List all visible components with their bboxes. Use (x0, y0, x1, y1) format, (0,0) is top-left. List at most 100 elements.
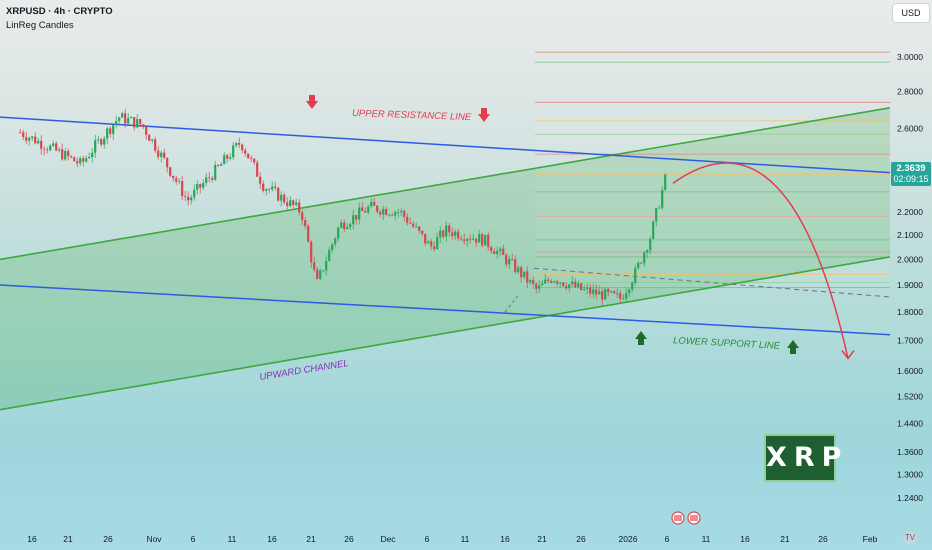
candle (526, 266, 529, 289)
indicator-label[interactable]: LinReg Candles (6, 20, 74, 31)
candle (334, 237, 337, 248)
candle (445, 221, 448, 242)
last-price-value: 2.3639 (896, 163, 926, 174)
candle (346, 223, 349, 230)
channel-upper-line (0, 107, 891, 261)
candle-body (196, 183, 199, 190)
candle-body (271, 186, 274, 190)
candle (454, 229, 457, 240)
candle-body (562, 282, 565, 286)
candle (232, 141, 235, 160)
candle (247, 153, 250, 159)
candle-body (76, 161, 79, 164)
candle-body (484, 234, 487, 246)
candle-body (25, 137, 28, 141)
candle-body (313, 262, 316, 270)
price-tick-label: 2.1000 (897, 230, 923, 240)
candle-body (172, 175, 175, 179)
candle-body (229, 157, 232, 159)
price-tick-label: 2.8000 (897, 87, 923, 97)
time-tick-label: 2026 (619, 534, 638, 544)
candle (577, 280, 580, 289)
candle (235, 141, 238, 148)
candle-body (268, 189, 271, 190)
candle (88, 152, 91, 159)
candle-body (625, 293, 628, 299)
time-tick-label: 11 (702, 534, 711, 544)
candle-body (571, 281, 574, 285)
time-tick-label: 6 (665, 534, 670, 544)
time-tick-label: 21 (63, 534, 73, 544)
candle (598, 285, 601, 295)
currency-selector[interactable]: USD (892, 3, 930, 23)
candle-body (526, 271, 529, 283)
candle (106, 126, 109, 145)
candle (220, 162, 223, 166)
price-tick-label: 2.6000 (897, 123, 923, 133)
candle-body (184, 196, 187, 197)
candle-body (544, 279, 547, 284)
candle-body (142, 124, 145, 127)
candle (274, 181, 277, 191)
candle (502, 244, 505, 256)
candle-body (460, 238, 463, 240)
candle (427, 239, 430, 244)
candle-body (481, 234, 484, 246)
candle-body (259, 176, 262, 184)
candle-body (205, 177, 208, 183)
candle-body (280, 194, 283, 201)
candle-body (355, 215, 358, 220)
candle-body (163, 152, 166, 158)
candle-body (394, 212, 397, 216)
candle (214, 161, 217, 181)
candle (568, 283, 571, 292)
candle (256, 160, 259, 177)
candle-body (199, 183, 202, 188)
candle-body (187, 196, 190, 201)
candle (370, 198, 373, 208)
candle-body (466, 238, 469, 242)
candle (160, 150, 163, 163)
time-tick-label: Dec (380, 534, 396, 544)
candle-body (316, 269, 319, 279)
candle (43, 146, 46, 156)
candle (163, 148, 166, 160)
candle-body (364, 210, 367, 213)
tradingview-logo-icon[interactable]: TV (903, 531, 917, 545)
projection-arrowhead (841, 350, 855, 360)
candle (91, 148, 94, 163)
candle (19, 128, 22, 134)
candle (181, 175, 184, 201)
candle-body (547, 279, 550, 282)
candle-body (115, 120, 118, 125)
candle (520, 265, 523, 283)
candle-body (55, 143, 58, 151)
candle (364, 207, 367, 213)
candle-body (340, 222, 343, 228)
candle (190, 194, 193, 205)
candle-body (82, 158, 85, 162)
candle (412, 221, 415, 229)
candle-body (361, 207, 364, 211)
candle (406, 213, 409, 226)
price-tick-label: 2.2000 (897, 207, 923, 217)
symbol-title[interactable]: XRPUSD · 4h · CRYPTO (6, 6, 113, 17)
candle-body (64, 151, 67, 160)
candle-body (34, 136, 37, 144)
candle (97, 135, 100, 144)
levels-fill (535, 120, 890, 288)
candle-body (595, 289, 598, 295)
candle (424, 233, 427, 247)
candle-body (604, 289, 607, 300)
candle-body (148, 134, 151, 141)
time-tick-label: 16 (27, 534, 37, 544)
candle-body (40, 140, 43, 149)
candle (139, 118, 142, 126)
candle-body (319, 270, 322, 279)
candle-body (532, 279, 535, 284)
candle (22, 129, 25, 141)
candle-body (322, 270, 325, 272)
candle (394, 210, 397, 221)
